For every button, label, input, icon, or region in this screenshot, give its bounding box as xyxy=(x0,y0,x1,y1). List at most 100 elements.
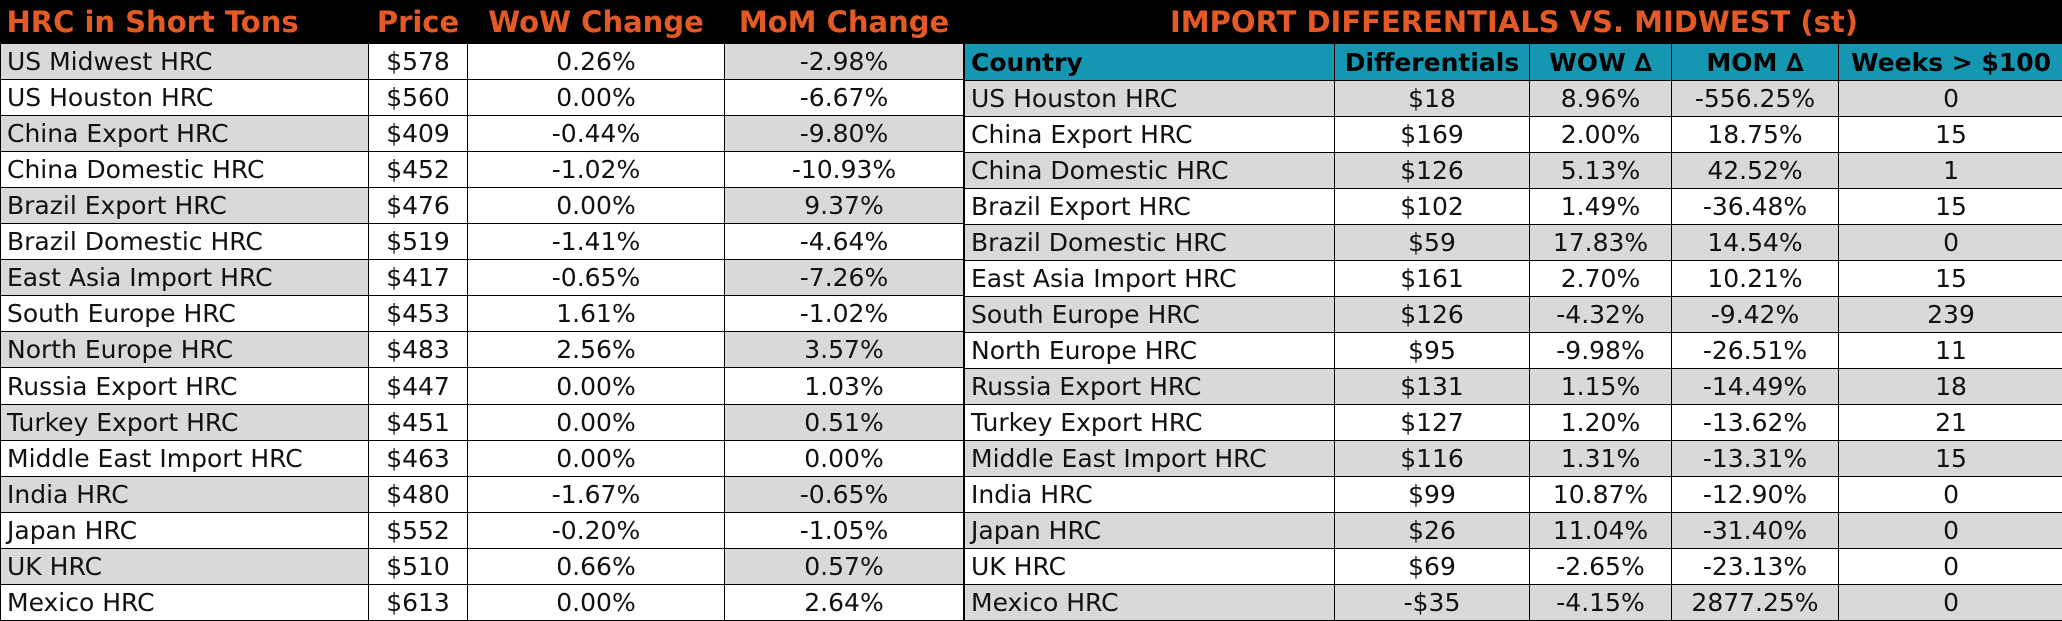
wow-change-cell: 2.56% xyxy=(467,331,725,369)
wow-change-cell: 0.66% xyxy=(467,547,725,585)
wow-delta-cell: -2.65% xyxy=(1529,548,1672,585)
mom-change-cell: 1.03% xyxy=(724,367,964,405)
wow-delta-cell: 1.15% xyxy=(1529,368,1672,405)
mom-delta-cell: -9.42% xyxy=(1671,296,1839,333)
table-row: Brazil Export HRC $102 1.49% -36.48% 15 xyxy=(964,188,2062,225)
mom-change-cell: 9.37% xyxy=(724,187,964,225)
header-differentials: Differentials xyxy=(1334,43,1530,81)
import-differentials-title: IMPORT DIFFERENTIALS VS. MIDWEST (st) xyxy=(964,0,2062,44)
mom-delta-cell: -556.25% xyxy=(1671,80,1839,117)
header-mom-delta: MOM ∆ xyxy=(1671,43,1839,81)
wow-delta-cell: 17.83% xyxy=(1529,224,1672,261)
price-cell: $447 xyxy=(368,367,468,405)
price-cell: $552 xyxy=(368,511,468,549)
weeks-over-100-cell: 15 xyxy=(1837,116,2062,153)
weeks-over-100-cell: 15 xyxy=(1837,440,2062,477)
differential-cell: $161 xyxy=(1334,260,1530,297)
mom-delta-cell: 42.52% xyxy=(1671,152,1839,189)
table-row: UK HRC $510 0.66% 0.57% xyxy=(0,547,964,585)
weeks-over-100-cell: 0 xyxy=(1837,224,2062,261)
price-cell: $519 xyxy=(368,223,468,261)
wow-delta-cell: 1.49% xyxy=(1529,188,1672,225)
mom-delta-cell: 2877.25% xyxy=(1671,584,1839,621)
mom-change-cell: 3.57% xyxy=(724,331,964,369)
country-name-cell: East Asia Import HRC xyxy=(0,259,369,297)
price-cell: $480 xyxy=(368,475,468,513)
country-name-cell: Russia Export HRC xyxy=(0,367,369,405)
mom-delta-cell: 18.75% xyxy=(1671,116,1839,153)
country-name-cell: North Europe HRC xyxy=(964,332,1335,369)
table-row: Russia Export HRC $131 1.15% -14.49% 18 xyxy=(964,368,2062,405)
mom-change-cell: -4.64% xyxy=(724,223,964,261)
mom-change-cell: -1.05% xyxy=(724,511,964,549)
price-cell: $476 xyxy=(368,187,468,225)
wow-change-cell: 0.00% xyxy=(467,403,725,441)
table-row: Russia Export HRC $447 0.00% 1.03% xyxy=(0,367,964,405)
differential-cell: $26 xyxy=(1334,512,1530,549)
table-row: Turkey Export HRC $451 0.00% 0.51% xyxy=(0,403,964,441)
differential-cell: $127 xyxy=(1334,404,1530,441)
wow-delta-cell: 2.00% xyxy=(1529,116,1672,153)
differential-cell: $102 xyxy=(1334,188,1530,225)
wow-change-cell: -1.02% xyxy=(467,151,725,189)
differential-cell: -$35 xyxy=(1334,584,1530,621)
differential-cell: $59 xyxy=(1334,224,1530,261)
country-name-cell: Mexico HRC xyxy=(0,583,369,621)
price-cell: $510 xyxy=(368,547,468,585)
weeks-over-100-cell: 15 xyxy=(1837,188,2062,225)
hrc-price-header-row: HRC in Short Tons Price WoW Change MoM C… xyxy=(0,0,964,44)
table-row: Turkey Export HRC $127 1.20% -13.62% 21 xyxy=(964,404,2062,441)
import-differentials-header-row: Country Differentials WOW ∆ MOM ∆ Weeks … xyxy=(964,43,2062,81)
weeks-over-100-cell: 1 xyxy=(1837,152,2062,189)
wow-change-cell: 0.00% xyxy=(467,439,725,477)
country-name-cell: Middle East Import HRC xyxy=(0,439,369,477)
weeks-over-100-cell: 0 xyxy=(1837,548,2062,585)
mom-change-cell: -9.80% xyxy=(724,115,964,153)
table-row: Japan HRC $552 -0.20% -1.05% xyxy=(0,511,964,549)
country-name-cell: China Export HRC xyxy=(964,116,1335,153)
table-row: China Domestic HRC $452 -1.02% -10.93% xyxy=(0,151,964,189)
mom-change-cell: -7.26% xyxy=(724,259,964,297)
wow-change-cell: -1.41% xyxy=(467,223,725,261)
country-name-cell: China Domestic HRC xyxy=(964,152,1335,189)
mom-delta-cell: -13.62% xyxy=(1671,404,1839,441)
header-hrc-short-tons: HRC in Short Tons xyxy=(0,0,369,44)
table-row: US Houston HRC $560 0.00% -6.67% xyxy=(0,79,964,117)
mom-change-cell: -1.02% xyxy=(724,295,964,333)
country-name-cell: East Asia Import HRC xyxy=(964,260,1335,297)
table-row: Mexico HRC -$35 -4.15% 2877.25% 0 xyxy=(964,584,2062,621)
weeks-over-100-cell: 0 xyxy=(1837,476,2062,513)
table-row: UK HRC $69 -2.65% -23.13% 0 xyxy=(964,548,2062,585)
mom-change-cell: 0.51% xyxy=(724,403,964,441)
mom-change-cell: 0.57% xyxy=(724,547,964,585)
header-wow-delta: WOW ∆ xyxy=(1529,43,1672,81)
price-cell: $453 xyxy=(368,295,468,333)
mom-delta-cell: -36.48% xyxy=(1671,188,1839,225)
mom-delta-cell: -23.13% xyxy=(1671,548,1839,585)
hrc-price-table: HRC in Short Tons Price WoW Change MoM C… xyxy=(0,0,964,621)
country-name-cell: North Europe HRC xyxy=(0,331,369,369)
wow-delta-cell: 10.87% xyxy=(1529,476,1672,513)
table-row: South Europe HRC $126 -4.32% -9.42% 239 xyxy=(964,296,2062,333)
weeks-over-100-cell: 15 xyxy=(1837,260,2062,297)
differential-cell: $126 xyxy=(1334,296,1530,333)
table-row: Middle East Import HRC $116 1.31% -13.31% 15 xyxy=(964,440,2062,477)
price-cell: $613 xyxy=(368,583,468,621)
table-row: China Export HRC $409 -0.44% -9.80% xyxy=(0,115,964,153)
wow-change-cell: -1.67% xyxy=(467,475,725,513)
country-name-cell: Japan HRC xyxy=(964,512,1335,549)
hrc-price-body: US Midwest HRC $578 0.26% -2.98% US Houston … xyxy=(0,43,964,621)
table-row: Japan HRC $26 11.04% -31.40% 0 xyxy=(964,512,2062,549)
country-name-cell: Brazil Domestic HRC xyxy=(964,224,1335,261)
country-name-cell: India HRC xyxy=(0,475,369,513)
weeks-over-100-cell: 0 xyxy=(1837,512,2062,549)
table-row: Mexico HRC $613 0.00% 2.64% xyxy=(0,583,964,621)
mom-delta-cell: -26.51% xyxy=(1671,332,1839,369)
country-name-cell: China Export HRC xyxy=(0,115,369,153)
wow-change-cell: 0.00% xyxy=(467,187,725,225)
weeks-over-100-cell: 0 xyxy=(1837,80,2062,117)
table-row: East Asia Import HRC $417 -0.65% -7.26% xyxy=(0,259,964,297)
differential-cell: $69 xyxy=(1334,548,1530,585)
country-name-cell: Turkey Export HRC xyxy=(964,404,1335,441)
wow-change-cell: -0.65% xyxy=(467,259,725,297)
